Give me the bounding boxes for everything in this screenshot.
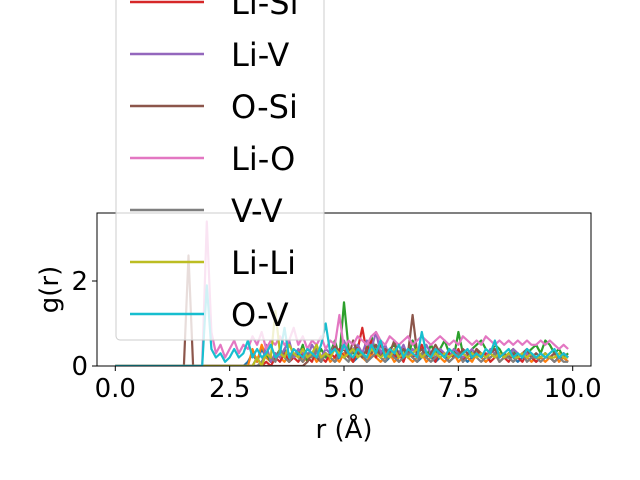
x-tick-label: 2.5 (209, 374, 250, 404)
legend-label: Li-Si (231, 0, 298, 22)
x-axis-label: r (Å) (315, 413, 372, 445)
y-tick-label: 0 (71, 352, 88, 382)
x-tick-label: 10.0 (544, 374, 602, 404)
legend-label: O-Si (231, 88, 298, 126)
legend-label: Li-O (231, 140, 295, 178)
x-tick-label: 7.5 (438, 374, 479, 404)
legend-label: O-V (231, 296, 289, 334)
legend-label: V-V (231, 192, 283, 230)
series-line-li-o (115, 220, 569, 366)
series-line-o-v (115, 284, 569, 366)
legend-label: Li-V (231, 36, 289, 74)
y-axis-label: g(r) (35, 266, 65, 313)
x-tick-label: 5.0 (323, 374, 364, 404)
x-tick-label: 0.0 (95, 374, 136, 404)
series-line-v-v (115, 347, 569, 366)
y-tick-label: 2 (71, 267, 88, 297)
legend: Li-Si Li-V O-Si Li-O V-V Li-Li O-V (115, 0, 325, 341)
series-layer (115, 220, 569, 366)
tick-layer: 0.0 2.5 5.0 7.5 10.0 0 2 (71, 267, 601, 404)
legend-label: Li-Li (231, 244, 296, 282)
legend-frame (115, 0, 325, 341)
